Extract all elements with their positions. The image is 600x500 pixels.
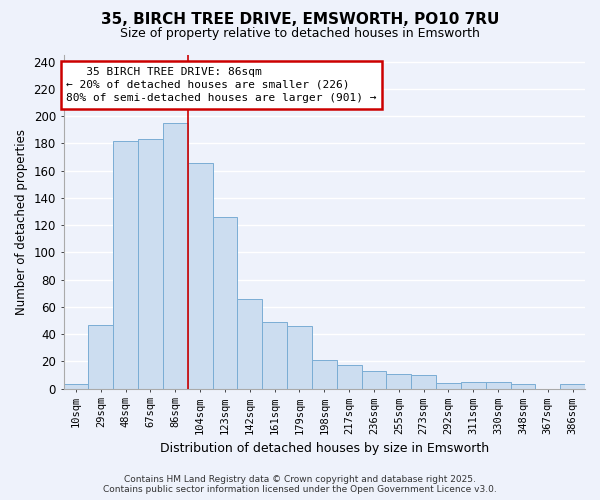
Bar	[238, 298, 262, 388]
Bar	[436, 383, 461, 388]
Bar	[163, 123, 188, 388]
Bar	[337, 366, 362, 388]
Bar	[212, 217, 238, 388]
Bar	[312, 360, 337, 388]
Bar	[362, 371, 386, 388]
Text: 35 BIRCH TREE DRIVE: 86sqm
← 20% of detached houses are smaller (226)
80% of sem: 35 BIRCH TREE DRIVE: 86sqm ← 20% of deta…	[66, 66, 377, 103]
Text: Contains HM Land Registry data © Crown copyright and database right 2025.
Contai: Contains HM Land Registry data © Crown c…	[103, 474, 497, 494]
Bar	[88, 324, 113, 388]
Y-axis label: Number of detached properties: Number of detached properties	[15, 129, 28, 315]
Bar	[113, 141, 138, 388]
Bar	[64, 384, 88, 388]
Bar	[411, 375, 436, 388]
Bar	[386, 374, 411, 388]
Text: 35, BIRCH TREE DRIVE, EMSWORTH, PO10 7RU: 35, BIRCH TREE DRIVE, EMSWORTH, PO10 7RU	[101, 12, 499, 28]
Bar	[138, 140, 163, 388]
Bar	[461, 382, 485, 388]
Bar	[485, 382, 511, 388]
X-axis label: Distribution of detached houses by size in Emsworth: Distribution of detached houses by size …	[160, 442, 489, 455]
Bar	[262, 322, 287, 388]
Bar	[560, 384, 585, 388]
Bar	[188, 162, 212, 388]
Bar	[287, 326, 312, 388]
Bar	[511, 384, 535, 388]
Text: Size of property relative to detached houses in Emsworth: Size of property relative to detached ho…	[120, 28, 480, 40]
